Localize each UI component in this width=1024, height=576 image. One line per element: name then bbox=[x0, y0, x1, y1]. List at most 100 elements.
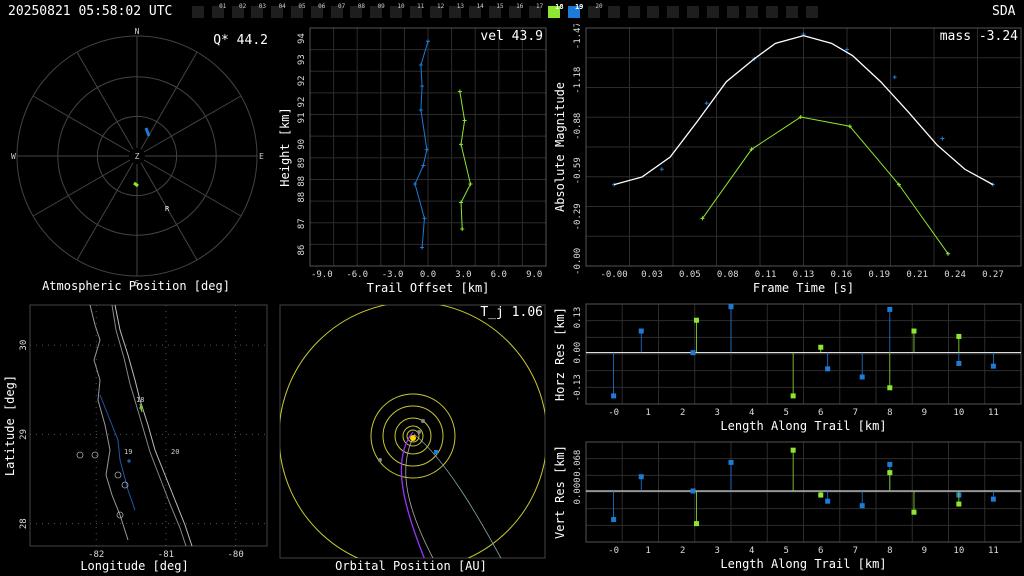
planet-orbit bbox=[402, 425, 424, 447]
coastline-inner bbox=[111, 304, 187, 547]
x-tick-label: -81 bbox=[158, 550, 174, 560]
blue-residual-point bbox=[859, 503, 865, 509]
polar-spoke bbox=[143, 159, 242, 217]
y-tick-label: 89 bbox=[297, 157, 307, 168]
blue-residual-point bbox=[690, 488, 696, 494]
blue-residual-point bbox=[990, 363, 996, 369]
station-box bbox=[805, 6, 818, 18]
q-annotation: Q* 44.2 bbox=[213, 33, 268, 48]
x-tick-label: -80 bbox=[227, 550, 243, 560]
station-label: 05 bbox=[298, 3, 306, 10]
planet-marker bbox=[421, 419, 425, 423]
blue-trail-point bbox=[424, 147, 429, 152]
radiant-marker: R bbox=[165, 205, 170, 213]
y-axis-label: Height [km] bbox=[278, 107, 292, 186]
station-box bbox=[548, 6, 561, 18]
y-tick-label: 87 bbox=[297, 218, 307, 229]
y-axis-label: Horz Res [km] bbox=[553, 307, 567, 401]
x-tick-label: 3 bbox=[714, 408, 719, 418]
compass-east: E bbox=[259, 152, 264, 161]
station-box bbox=[429, 6, 442, 18]
meteoroid-orbit bbox=[400, 431, 425, 558]
map-frame bbox=[29, 304, 268, 547]
blue-trail-point bbox=[422, 216, 427, 221]
blue-residual-point bbox=[611, 393, 617, 399]
station-box bbox=[528, 6, 541, 18]
blue-residual-point bbox=[728, 459, 734, 465]
green-trail-point bbox=[462, 118, 467, 123]
station-label: 15 bbox=[496, 3, 504, 10]
x-tick-label: 0.03 bbox=[641, 270, 663, 280]
atmospheric-position-chart: N S E W Z R Q* 44.2 Atmospheric Position [deg] bbox=[11, 27, 268, 293]
x-tick-label: 9 bbox=[922, 408, 927, 418]
plot-frame bbox=[585, 303, 1022, 405]
station-19-marker bbox=[127, 459, 131, 463]
station-label: 16 bbox=[516, 3, 524, 10]
blue-residual-point bbox=[825, 366, 831, 372]
station-box bbox=[330, 6, 343, 18]
x-tick-label: -0 bbox=[608, 546, 619, 556]
blue-residual-point bbox=[956, 360, 962, 366]
station-18-marker bbox=[139, 406, 143, 410]
x-axis-label: Longitude [deg] bbox=[80, 559, 188, 573]
y-tick-label: -0.59 bbox=[573, 157, 583, 184]
ground-track-map: 18 19 20 -82 -81 -80 30 29 28 Longitude [deg] Lati… bbox=[3, 304, 268, 573]
station-label: 03 bbox=[258, 3, 266, 10]
y-tick-label: -0.29 bbox=[573, 203, 583, 230]
green-residual-point bbox=[693, 317, 699, 323]
tj-annotation: T_j 1.06 bbox=[480, 305, 543, 320]
y-tick-label: 30 bbox=[19, 340, 29, 351]
meteoroid-orbit-alt bbox=[405, 433, 434, 558]
x-axis-label: Length Along Trail [km] bbox=[720, 557, 886, 571]
station-box bbox=[647, 6, 660, 18]
station-box bbox=[370, 6, 383, 18]
blue-trail-line bbox=[414, 41, 429, 248]
station-box bbox=[726, 6, 739, 18]
x-tick-label: 7 bbox=[853, 546, 858, 556]
planet-orbit bbox=[382, 405, 444, 467]
x-tick-label: 11 bbox=[988, 408, 999, 418]
station-box bbox=[449, 6, 462, 18]
blue-magnitude-point bbox=[892, 75, 897, 80]
blue-residual-point bbox=[887, 306, 893, 312]
station-label: 20 bbox=[171, 448, 179, 456]
station-label: 10 bbox=[397, 3, 405, 10]
blue-residual-point bbox=[825, 498, 831, 504]
y-axis-label: Vert Res [km] bbox=[553, 445, 567, 539]
x-tick-label: 9 bbox=[922, 546, 927, 556]
green-trail-point bbox=[459, 200, 464, 205]
green-trail-point bbox=[460, 226, 465, 231]
station-box bbox=[192, 6, 204, 18]
station-box bbox=[607, 6, 620, 18]
station-box bbox=[350, 6, 363, 18]
green-residual-point bbox=[887, 385, 893, 391]
x-tick-label: 0.24 bbox=[944, 270, 966, 280]
blue-magnitude-point bbox=[704, 101, 709, 106]
blue-trail-point bbox=[420, 245, 425, 250]
y-tick-label: -0.88 bbox=[573, 113, 583, 140]
station-label: 07 bbox=[337, 3, 346, 10]
station-label: 08 bbox=[357, 3, 365, 10]
station-box bbox=[706, 6, 719, 18]
compass-west: W bbox=[11, 152, 16, 161]
station-box bbox=[627, 6, 640, 18]
blue-residual-point bbox=[728, 304, 734, 310]
top-bar: 20250821 05:58:02 UTC 01 02 03 04 05 06 07 08 09… bbox=[0, 0, 1024, 24]
station-label: 18 bbox=[136, 396, 144, 404]
y-tick-label: 91 bbox=[297, 112, 307, 123]
green-residual-point bbox=[887, 470, 893, 476]
station-box bbox=[746, 6, 759, 18]
green-trail-point bbox=[457, 89, 462, 94]
station-label: 13 bbox=[456, 3, 464, 10]
polar-spoke bbox=[140, 162, 198, 261]
y-tick-label: -0.13 bbox=[573, 374, 583, 401]
x-tick-label: 0.13 bbox=[793, 270, 815, 280]
y-tick-label: 93 bbox=[297, 54, 307, 65]
x-tick-label: 0.27 bbox=[982, 270, 1004, 280]
blue-trail-point bbox=[420, 84, 425, 89]
y-tick-label: 29 bbox=[19, 429, 29, 440]
y-tick-label: 86 bbox=[297, 245, 307, 256]
green-trail-line bbox=[459, 91, 472, 230]
x-tick-label: 0.0 bbox=[420, 270, 436, 280]
station-box bbox=[469, 6, 482, 18]
